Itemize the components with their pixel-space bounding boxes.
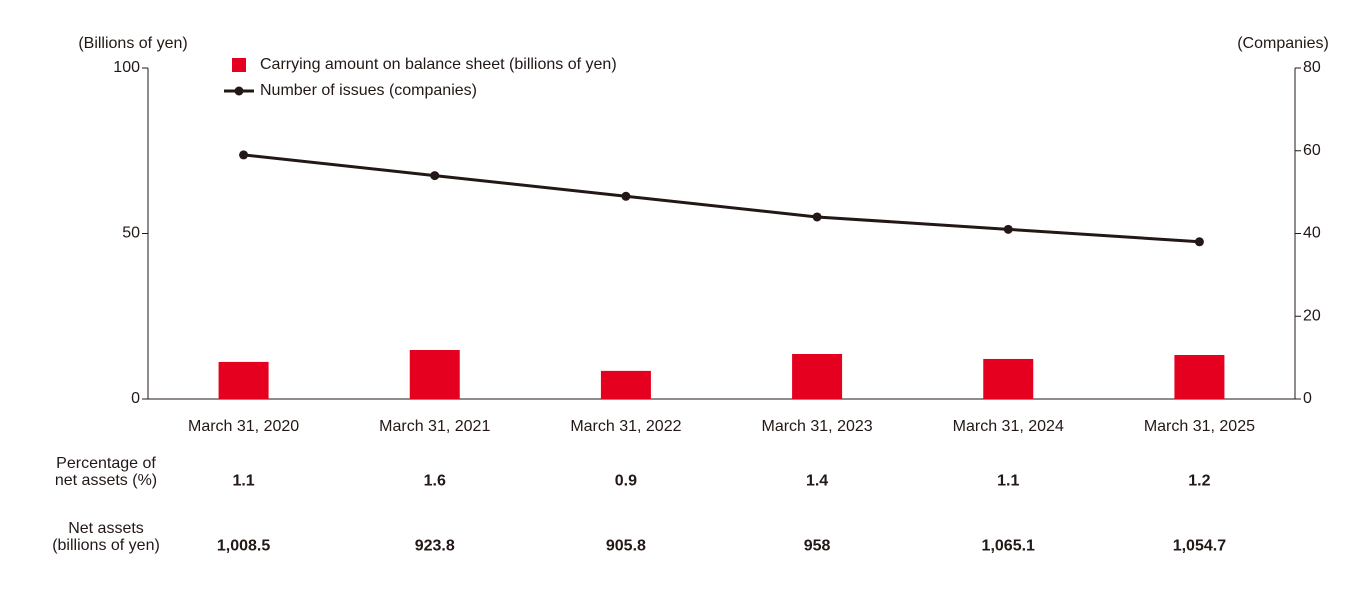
table-value: 1,065.1 bbox=[981, 537, 1035, 555]
bar bbox=[218, 361, 269, 399]
table-value: 1.1 bbox=[997, 472, 1020, 490]
y2-tick-label: 40 bbox=[1303, 225, 1321, 242]
table-value: 905.8 bbox=[605, 537, 646, 555]
x-tick-label: March 31, 2022 bbox=[570, 418, 681, 435]
y2-tick-label: 60 bbox=[1303, 142, 1321, 159]
line-point bbox=[812, 212, 822, 222]
bar bbox=[983, 358, 1034, 399]
table-value: 958 bbox=[803, 537, 831, 555]
table-value: 1,054.7 bbox=[1172, 537, 1227, 555]
y2-tick-label: 80 bbox=[1303, 59, 1321, 76]
table-value: 1.4 bbox=[805, 472, 829, 490]
y2-tick-label: 20 bbox=[1303, 307, 1321, 324]
table-value: 1,008.5 bbox=[216, 537, 271, 555]
bar bbox=[1174, 354, 1225, 399]
row-label: Net assets (billions of yen) bbox=[52, 520, 160, 554]
line-point bbox=[239, 150, 249, 160]
line-point bbox=[430, 171, 440, 181]
table-value: 923.8 bbox=[414, 537, 455, 555]
line bbox=[243, 153, 1200, 244]
row-label: Percentage of net assets (%) bbox=[54, 455, 158, 489]
y-tick-label: 50 bbox=[122, 225, 140, 242]
y-tick-label: 0 bbox=[131, 390, 140, 407]
y-axis-label: (Billions of yen) bbox=[78, 35, 187, 52]
table-value: 1.2 bbox=[1188, 472, 1211, 490]
bar bbox=[409, 350, 460, 399]
y2-axis-label: (Companies) bbox=[1237, 35, 1329, 52]
legend-label: Carrying amount on balance sheet (billio… bbox=[260, 56, 617, 73]
bar bbox=[792, 353, 843, 399]
line-point bbox=[621, 191, 631, 201]
x-tick-label: March 31, 2021 bbox=[379, 418, 490, 435]
table-value: 0.9 bbox=[614, 472, 638, 490]
x-tick-label: March 31, 2023 bbox=[761, 418, 872, 435]
x-tick-label: March 31, 2025 bbox=[1144, 418, 1255, 435]
x-tick-label: March 31, 2024 bbox=[953, 418, 1064, 435]
bar bbox=[600, 370, 651, 399]
line-point bbox=[1003, 224, 1013, 234]
x-tick-label: March 31, 2020 bbox=[188, 418, 299, 435]
y2-tick-label: 0 bbox=[1303, 390, 1312, 407]
table-value: 1.1 bbox=[232, 472, 255, 490]
table-value: 1.6 bbox=[423, 472, 446, 490]
legend-label: Number of issues (companies) bbox=[260, 82, 477, 99]
line-point bbox=[1194, 237, 1204, 247]
y-tick-label: 100 bbox=[113, 59, 140, 76]
legend-swatch bbox=[232, 58, 246, 72]
legend-swatch bbox=[234, 86, 244, 96]
